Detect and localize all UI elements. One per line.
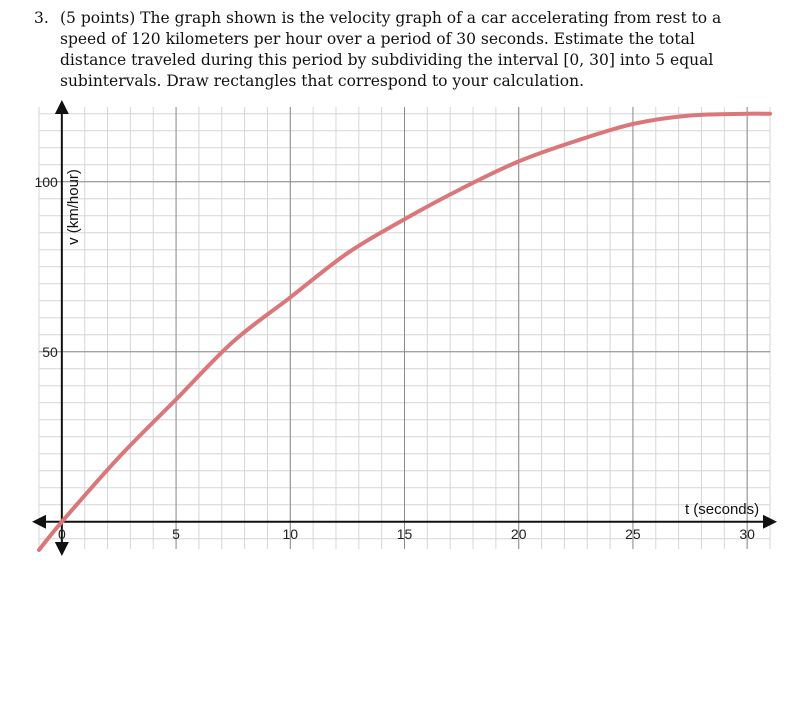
axes — [32, 100, 777, 556]
x-tick-label: 5 — [172, 526, 180, 542]
x-tick-label: 15 — [397, 526, 413, 542]
velocity-curve — [37, 111, 772, 552]
y-axis-label: v (km/hour) — [65, 169, 82, 245]
problem-text: (5 points) The graph shown is the veloci… — [60, 9, 722, 90]
x-tick-label: 0 — [58, 526, 66, 542]
x-tick-label: 30 — [739, 526, 755, 542]
x-axis-label: t (seconds) — [685, 501, 759, 518]
tick-labels: 0 5 10 15 20 25 30 50 100 — [34, 174, 755, 542]
x-tick-label: 25 — [625, 526, 641, 542]
y-tick-label: 100 — [34, 174, 58, 190]
problem-statement: 3. (5 points) The graph shown is the vel… — [34, 8, 754, 92]
x-tick-label: 10 — [282, 526, 298, 542]
major-grid — [39, 107, 770, 549]
y-tick-label: 50 — [42, 344, 58, 360]
problem-number: 3. — [34, 9, 49, 27]
x-tick-label: 20 — [511, 526, 527, 542]
